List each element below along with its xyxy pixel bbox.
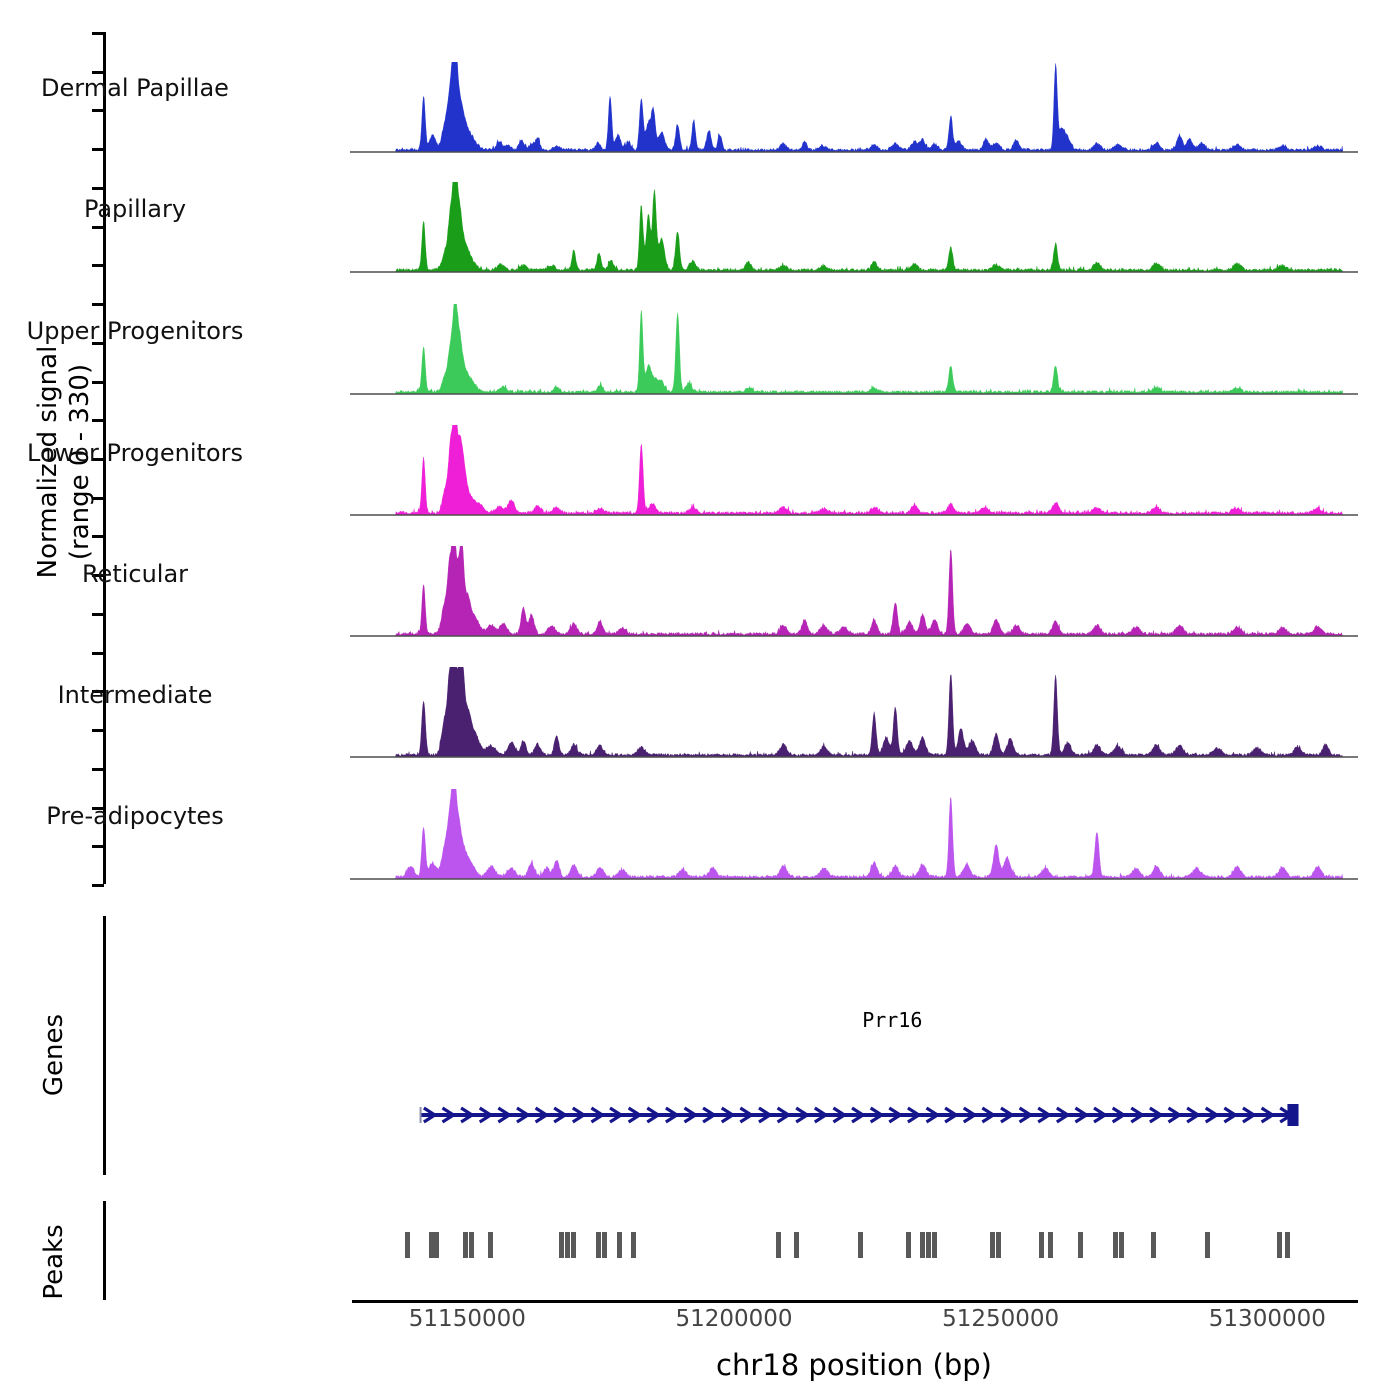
peak-mark: [564, 1232, 570, 1258]
peak-mark: [925, 1232, 931, 1258]
genes-axis-title: Genes: [39, 1013, 69, 1097]
peak-mark: [1204, 1232, 1210, 1258]
axis-tick: [92, 535, 104, 539]
axis-tick: [92, 341, 104, 345]
axis-tick: [92, 186, 104, 190]
axis-tick: [92, 574, 104, 578]
x-axis-title: chr18 position (bp): [716, 1348, 992, 1382]
x-axis-tick-label: 51300000: [1208, 1306, 1326, 1332]
peak-mark: [1285, 1232, 1291, 1258]
signal-profile: [350, 304, 1358, 398]
axis-tick: [92, 264, 104, 268]
peak-mark: [858, 1232, 864, 1258]
axis-tick: [92, 884, 104, 887]
genes-axis-spine: [103, 916, 106, 1175]
track-label-intermediate: Intermediate: [57, 681, 213, 709]
gene-model[interactable]: [350, 1098, 1358, 1132]
peak-mark: [1039, 1232, 1045, 1258]
track-label-lower-progenitors: Lower Progenitors: [27, 439, 243, 467]
axis-tick: [92, 806, 104, 810]
axis-tick: [92, 380, 104, 384]
signal-profile: [350, 182, 1358, 276]
peak-mark: [488, 1232, 494, 1258]
peaks-axis-spine: [103, 1201, 106, 1300]
axis-tick: [92, 148, 104, 152]
axis-tick: [92, 419, 104, 423]
peak-mark: [776, 1232, 782, 1258]
peak-mark: [1277, 1232, 1283, 1258]
track-label-reticular: Reticular: [81, 560, 189, 588]
axis-tick: [92, 767, 104, 771]
signal-profile: [350, 667, 1358, 761]
peak-mark: [602, 1232, 607, 1258]
peak-mark: [1113, 1232, 1119, 1258]
x-axis-tick-label: 51150000: [408, 1306, 526, 1332]
peak-mark: [919, 1232, 925, 1258]
peak-mark: [428, 1232, 434, 1258]
peak-mark: [906, 1232, 912, 1258]
signal-profile: [350, 62, 1358, 156]
peak-mark: [1047, 1232, 1053, 1258]
peak-mark: [462, 1232, 468, 1258]
peak-mark: [1119, 1232, 1125, 1258]
axis-tick: [92, 32, 104, 35]
axis-tick: [92, 109, 104, 113]
peak-mark: [931, 1232, 937, 1258]
track-label-papillary: Papillary: [83, 195, 187, 223]
peak-mark: [468, 1232, 474, 1258]
x-axis-tick-label: 51200000: [675, 1306, 793, 1332]
peak-mark: [990, 1232, 996, 1258]
peak-mark: [595, 1232, 601, 1258]
peak-mark: [405, 1232, 411, 1258]
peaks-track: [350, 1232, 1358, 1258]
peak-mark: [570, 1232, 576, 1258]
peak-mark: [1077, 1232, 1083, 1258]
x-axis-tick-label: 51250000: [942, 1306, 1060, 1332]
axis-tick: [92, 845, 104, 849]
peak-mark: [617, 1232, 623, 1258]
peaks-axis-title: Peaks: [39, 1224, 69, 1300]
axis-tick: [92, 690, 104, 694]
peak-mark: [631, 1232, 637, 1258]
axis-tick: [92, 70, 104, 74]
signal-profile: [350, 789, 1358, 883]
peak-mark: [793, 1232, 799, 1258]
x-axis-ticks: 51150000 51200000 51250000 51300000: [350, 1306, 1358, 1346]
axis-tick: [92, 729, 104, 733]
signal-axis-spine: [103, 32, 106, 884]
x-axis-line: [352, 1300, 1358, 1303]
track-label-dermal-papillae: Dermal Papillae: [41, 74, 229, 102]
gene-name-text: Prr16: [862, 1008, 923, 1032]
peak-mark: [1151, 1232, 1157, 1258]
peak-mark: [558, 1232, 564, 1258]
axis-tick: [92, 225, 104, 229]
peak-mark: [433, 1232, 439, 1258]
axis-tick: [92, 496, 104, 500]
axis-tick: [92, 303, 104, 307]
track-label-upper-progenitors: Upper Progenitors: [26, 317, 244, 345]
axis-tick: [92, 458, 104, 461]
signal-profile: [350, 425, 1358, 519]
track-label-pre-adipocytes: Pre-adipocytes: [46, 802, 224, 830]
signal-profile: [350, 546, 1358, 640]
axis-tick: [92, 612, 104, 616]
axis-tick: [92, 651, 104, 655]
peak-mark: [996, 1232, 1002, 1258]
